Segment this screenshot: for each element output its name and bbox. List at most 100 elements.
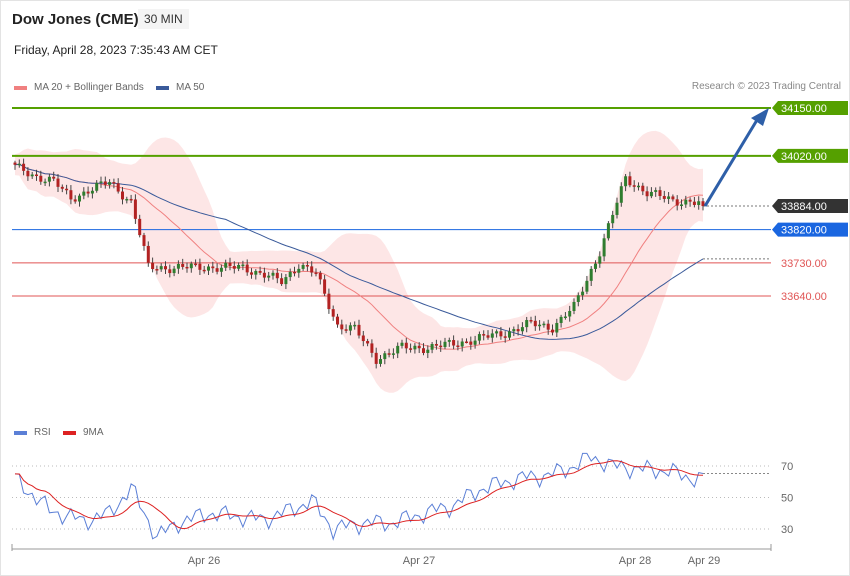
price-tag-label: 34020.00 [781,151,827,163]
candles [13,158,705,369]
candle [305,261,309,272]
candle [671,194,675,202]
candle-body [680,204,683,206]
candle [39,170,43,185]
candle [318,270,322,285]
candle-body [56,178,60,187]
candle-body [267,275,271,278]
candle [486,330,490,340]
candle [654,187,658,197]
candle [490,329,494,343]
candle [383,351,387,365]
legend-ma50: MA 50 [156,82,204,93]
x-tick-label: Apr 28 [619,555,651,567]
candle [585,275,589,295]
candle [254,269,258,280]
price-tag-support: 33640.00 [781,291,827,303]
candle [581,286,585,300]
candle-body [78,195,81,202]
candle [628,171,632,188]
candle [194,259,198,267]
candle [512,326,516,337]
candle-body [142,235,146,246]
candle-body [43,181,47,184]
candle-body [551,329,554,333]
candle-body [314,272,318,275]
candle-body [340,324,344,330]
candle-body [486,335,490,338]
candle-body [232,265,236,269]
candle [447,337,451,347]
candle [598,251,602,268]
candle-body [576,295,580,302]
legend-ma20: MA 20 + Bollinger Bands [14,82,144,93]
candle [138,214,142,238]
candle-body [615,202,619,215]
candle-body [181,263,185,267]
candle [224,259,228,271]
candle [56,173,60,192]
candle-body [495,331,499,334]
candle [503,331,507,343]
candle-body [228,262,232,266]
candle-body [374,352,378,364]
price-tag-resistance: 34150.00 [772,101,848,115]
candle-body [125,198,129,201]
candle [619,182,623,207]
candle-body [525,320,529,328]
candle-body [207,266,210,271]
candle-body [35,174,38,177]
candle-body [602,238,606,257]
price-tag-label: 33730.00 [781,258,827,270]
candle [310,261,314,277]
ma50-line [14,163,704,340]
candle-body [30,174,34,177]
candle-body [241,264,245,267]
candle [525,316,529,333]
candle [116,178,120,194]
timeframe-badge[interactable]: 30 MIN [138,9,189,29]
candle-body [443,341,447,348]
candle [684,195,688,208]
candle-body [568,310,572,317]
candle-body [452,340,456,346]
candle-body [155,269,159,271]
candle [460,338,464,352]
candle [176,260,180,274]
candle-body [477,334,481,341]
candle [555,318,559,338]
candle [13,160,17,170]
candle [17,159,21,168]
candle-body [86,191,90,194]
legend-rsi: RSI [14,427,51,438]
candle-body [305,265,309,267]
candle-body [430,344,434,350]
candle-body [632,185,636,187]
candle [516,324,520,336]
candle [250,268,253,279]
candle [680,199,683,210]
candle [26,167,30,181]
candle-body [499,331,503,337]
candle [538,320,542,331]
candle [572,298,576,315]
candle-body [456,345,460,348]
candle [275,268,279,284]
candle-body [559,316,563,323]
candle [336,313,339,328]
price-tag-label: 33884.00 [781,201,827,213]
candle-body [73,199,77,202]
candle [185,262,189,273]
candle [495,329,499,338]
candle-body [151,262,155,270]
candle [108,179,112,189]
candle-body [542,323,546,326]
candle-body [189,263,193,269]
candle [86,186,90,198]
candle-body [293,271,296,274]
candle [129,194,133,204]
candle-body [280,278,284,285]
candle [344,324,348,334]
candle-body [366,341,370,344]
